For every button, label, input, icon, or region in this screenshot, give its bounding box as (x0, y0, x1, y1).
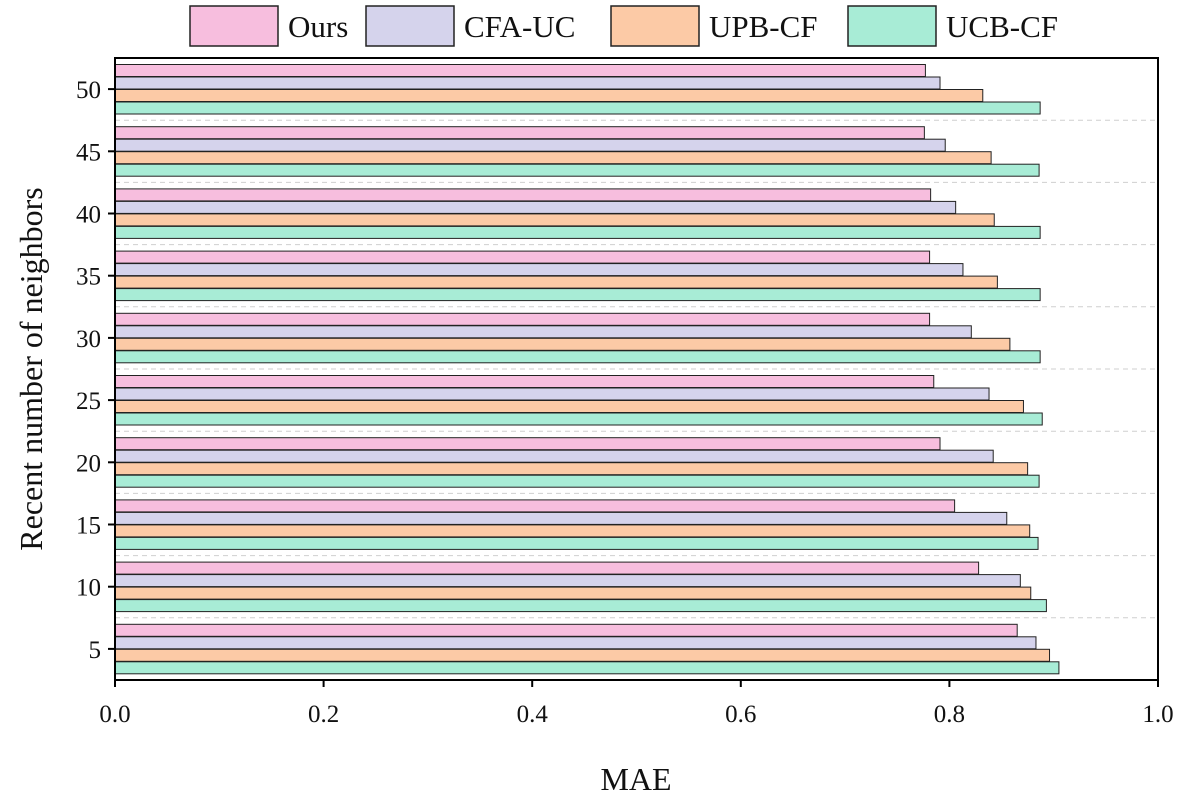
bar (114, 337, 1011, 351)
bar (114, 350, 1041, 364)
legend-label: CFA-UC (464, 9, 575, 44)
legend-label: UCB-CF (946, 9, 1058, 44)
bar (114, 89, 984, 102)
bar (114, 561, 980, 575)
bar (114, 325, 972, 339)
y-axis-title: Recent number of neighbors (13, 187, 49, 550)
legend-swatch (610, 5, 700, 47)
x-axis: 0.0 0.2 0.4 0.6 0.8 1.0 (99, 680, 1174, 728)
y-axis: 5 10 15 20 25 30 35 40 45 50 (76, 77, 115, 664)
bar (114, 163, 1040, 177)
y-tick-label: 20 (76, 450, 101, 477)
bar (114, 437, 941, 451)
plot-frame (114, 57, 1159, 681)
legend-swatch (189, 5, 279, 47)
y-tick-label: 25 (76, 388, 101, 415)
bar (114, 138, 946, 152)
grid-lines (115, 119, 1158, 619)
legend-swatch (847, 5, 937, 47)
bar (114, 499, 956, 513)
x-axis-title: MAE (600, 761, 671, 797)
bar (114, 275, 998, 289)
y-tick-label: 40 (76, 202, 101, 229)
bar (114, 387, 990, 401)
legend-label: Ours (288, 9, 348, 44)
bar (114, 661, 1060, 675)
bar (114, 126, 925, 140)
bar (114, 586, 1032, 600)
y-tick-label: 30 (76, 326, 101, 353)
x-tick-label: 0.6 (725, 701, 756, 728)
bar (114, 225, 1041, 239)
bar (114, 101, 1041, 115)
bar (114, 312, 931, 326)
bar (114, 188, 932, 202)
y-tick-label: 35 (76, 264, 101, 291)
x-tick-label: 1.0 (1142, 701, 1173, 728)
x-tick-label: 0.0 (99, 701, 130, 728)
y-tick-label: 50 (76, 77, 101, 104)
bar (114, 511, 1008, 525)
bar (114, 623, 1018, 637)
bar (114, 599, 1047, 613)
bar (114, 412, 1043, 426)
y-tick-label: 15 (76, 513, 101, 540)
legend-label: UPB-CF (709, 9, 818, 44)
y-tick-label: 10 (76, 575, 101, 602)
bar (114, 636, 1037, 650)
bar (114, 250, 931, 264)
bar (114, 536, 1039, 550)
bar (114, 200, 957, 214)
bar (114, 64, 926, 77)
x-tick-label: 0.4 (517, 701, 549, 728)
bar (114, 474, 1040, 488)
bar (114, 213, 995, 227)
bar (114, 648, 1051, 662)
bar (114, 449, 994, 463)
bar (114, 400, 1024, 413)
bar (114, 375, 935, 388)
legend: Ours CFA-UC UPB-CF UCB-CF (189, 5, 1058, 47)
x-tick-label: 0.8 (934, 701, 965, 728)
bar (114, 288, 1041, 302)
bar (114, 524, 1031, 538)
bar (114, 263, 964, 277)
y-tick-label: 5 (89, 637, 102, 664)
x-tick-label: 0.2 (308, 701, 339, 728)
bar (114, 462, 1029, 476)
bar (114, 574, 1021, 588)
bar (114, 76, 941, 90)
bar (114, 151, 992, 165)
legend-swatch (365, 5, 455, 47)
y-tick-label: 45 (76, 139, 101, 166)
